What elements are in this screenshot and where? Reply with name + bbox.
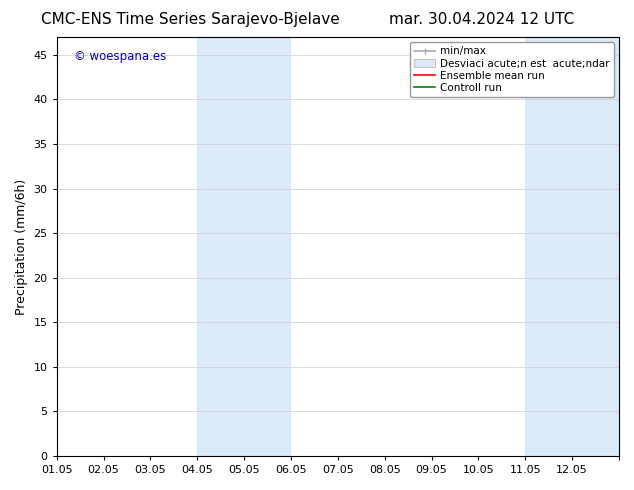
Text: mar. 30.04.2024 12 UTC: mar. 30.04.2024 12 UTC <box>389 12 574 27</box>
Bar <box>526 37 619 456</box>
Legend: min/max, Desviaci acute;n est  acute;ndar, Ensemble mean run, Controll run: min/max, Desviaci acute;n est acute;ndar… <box>410 42 614 97</box>
Bar <box>197 37 291 456</box>
Y-axis label: Precipitation (mm/6h): Precipitation (mm/6h) <box>15 178 28 315</box>
Text: CMC-ENS Time Series Sarajevo-Bjelave: CMC-ENS Time Series Sarajevo-Bjelave <box>41 12 340 27</box>
Text: © woespana.es: © woespana.es <box>74 49 166 63</box>
